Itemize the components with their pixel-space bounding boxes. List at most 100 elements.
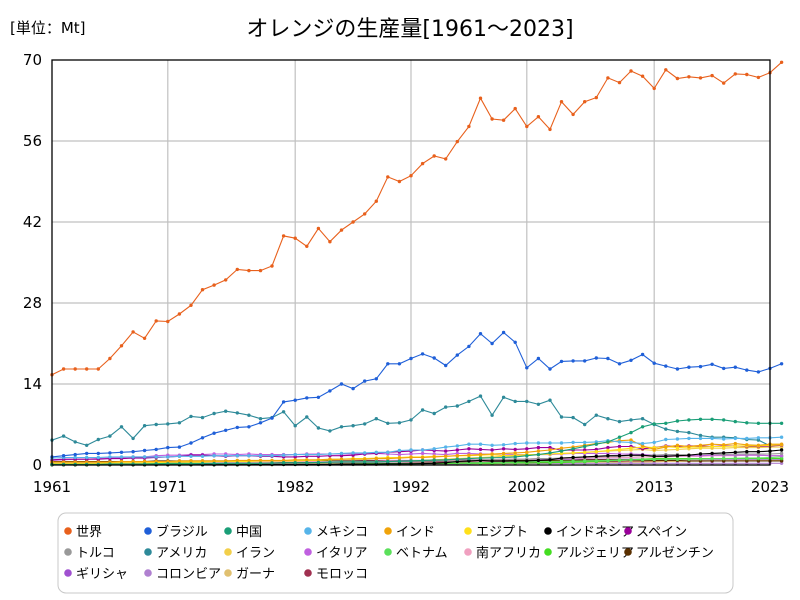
data-point: [166, 445, 170, 450]
data-point: [374, 417, 378, 421]
data-point: [258, 461, 263, 465]
data-point: [444, 445, 448, 449]
data-point: [200, 288, 205, 292]
data-point: [478, 452, 483, 457]
data-point: [293, 461, 297, 465]
data-point: [467, 456, 471, 461]
data-point: [606, 76, 610, 80]
legend-marker: [304, 527, 312, 535]
data-point: [536, 449, 541, 453]
data-point: [119, 450, 124, 454]
data-point: [779, 461, 784, 465]
data-point: [258, 458, 263, 463]
data-point: [745, 421, 749, 425]
data-point: [316, 395, 321, 399]
data-point: [779, 451, 784, 456]
data-point: [664, 421, 668, 425]
legend-item: ギリシャ: [64, 567, 128, 582]
data-point: [536, 402, 541, 406]
data-point: [501, 447, 506, 451]
data-point: [745, 443, 749, 447]
data-point: [756, 421, 761, 425]
data-point: [142, 424, 147, 428]
legend-marker: [224, 527, 232, 535]
data-point: [722, 81, 726, 85]
data-point: [305, 461, 309, 465]
data-point: [478, 442, 483, 446]
data-point: [594, 454, 598, 458]
data-point: [397, 448, 402, 453]
series-line: [51, 61, 782, 376]
data-point: [583, 459, 587, 463]
data-point: [583, 100, 587, 104]
data-point: [490, 452, 494, 456]
data-point: [698, 417, 703, 421]
legend-marker: [304, 548, 312, 556]
data-point: [536, 445, 541, 450]
data-point: [467, 344, 471, 349]
data-point: [698, 457, 703, 461]
data-point: [629, 453, 633, 457]
data-point: [142, 448, 147, 453]
data-point: [455, 404, 459, 408]
data-point: [525, 124, 529, 129]
data-point: [536, 452, 541, 457]
data-point: [606, 458, 610, 463]
data-point: [490, 448, 494, 452]
data-point: [629, 458, 633, 462]
data-point: [351, 451, 355, 455]
data-point: [710, 362, 714, 366]
data-point: [756, 370, 761, 374]
x-tick-label: 2013: [635, 478, 673, 496]
data-point: [698, 461, 703, 465]
data-point: [710, 456, 714, 461]
data-point: [305, 415, 309, 419]
data-point: [409, 452, 413, 456]
data-point: [328, 389, 332, 393]
data-point: [328, 457, 332, 461]
data-point: [571, 112, 575, 117]
data-point: [305, 396, 309, 400]
data-point: [617, 458, 622, 462]
data-point: [363, 451, 367, 455]
data-point: [281, 461, 286, 465]
data-point: [513, 106, 517, 111]
data-point: [420, 352, 425, 356]
data-point: [536, 441, 541, 445]
legend-marker: [544, 548, 552, 556]
data-point: [363, 457, 367, 461]
data-point: [548, 367, 552, 371]
data-point: [270, 264, 274, 268]
legend-label: 世界: [76, 525, 102, 540]
data-point: [397, 456, 402, 460]
data-point: [444, 454, 448, 458]
data-point: [525, 454, 529, 458]
data-point: [224, 409, 228, 413]
series-line: [51, 331, 782, 458]
data-point: [629, 418, 633, 422]
data-point: [733, 450, 737, 454]
data-point: [142, 459, 147, 464]
legend-item: モロッコ: [304, 567, 368, 582]
data-point: [444, 363, 448, 368]
y-tick-label: 14: [23, 375, 42, 393]
data-point: [640, 352, 645, 357]
legend-label: コロンビア: [156, 567, 221, 582]
data-point: [536, 458, 541, 463]
data-point: [455, 139, 459, 144]
data-point: [339, 451, 344, 456]
data-point: [617, 447, 622, 452]
data-point: [351, 386, 355, 391]
data-point: [501, 330, 506, 335]
legend-marker: [384, 527, 392, 535]
data-point: [664, 461, 668, 465]
data-point: [583, 359, 587, 363]
data-point: [224, 428, 228, 432]
legend-item: メキシコ: [304, 525, 368, 540]
data-point: [374, 450, 378, 454]
data-point: [722, 443, 726, 447]
data-point: [698, 364, 703, 369]
plot-frame: [51, 59, 771, 466]
legend-label: モロッコ: [316, 567, 368, 582]
